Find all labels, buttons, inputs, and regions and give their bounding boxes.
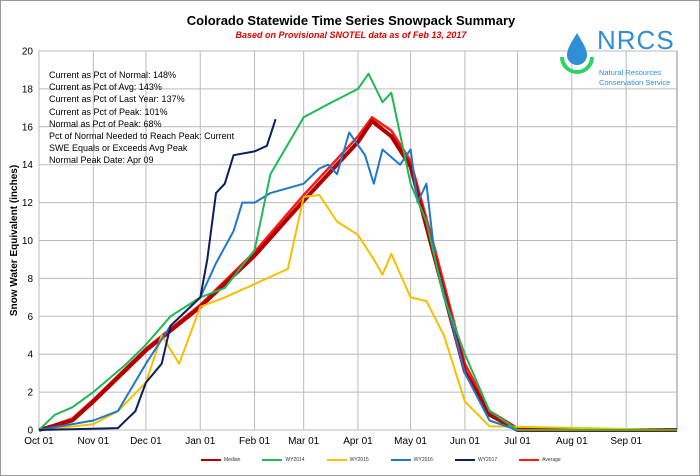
y-tick-label: 12	[22, 198, 34, 209]
legend-item: Median	[201, 457, 240, 463]
x-tick-label: Sep 01	[610, 436, 642, 447]
y-tick-label: 10	[22, 236, 34, 247]
stat-line: Normal as Pct of Peak: 68%	[49, 118, 162, 129]
x-tick-label: Jun 01	[450, 436, 480, 447]
y-tick-label: 0	[27, 426, 33, 437]
chart-title: Colorado Statewide Time Series Snowpack …	[186, 13, 516, 28]
stat-line: Normal Peak Date: Apr 09	[49, 155, 154, 166]
legend-item: WY2017	[454, 457, 498, 463]
legend-label: WY2017	[477, 457, 498, 463]
logo-line-2: Conservation Service	[599, 78, 671, 87]
stat-line: SWE Equals or Exceeds Avg Peak	[49, 143, 188, 154]
y-tick-label: 18	[22, 84, 34, 95]
x-tick-label: Apr 01	[343, 436, 373, 447]
legend-label: WY2015	[349, 457, 369, 463]
series-line-wy2017	[38, 118, 277, 431]
y-tick-label: 2	[27, 388, 33, 399]
logo-line-1: Natural Resources	[599, 68, 662, 77]
legend-label: Average	[542, 457, 561, 463]
legend-label: Median	[224, 457, 241, 463]
chart-subtitle: Based on Provisional SNOTEL data as of F…	[235, 30, 467, 40]
y-axis-label: Snow Water Equivalent (inches)	[9, 165, 20, 316]
stats-box: Current as Pct of Normal: 148% Current a…	[49, 69, 234, 167]
legend-label: WY2016	[413, 457, 433, 463]
legend-item: WY2015	[326, 457, 369, 463]
x-tick-label: Dec 01	[130, 436, 162, 447]
stat-line: Current as Pct of Peak: 101%	[49, 106, 168, 117]
legend-swatch	[262, 459, 283, 461]
stat-line: Pct of Normal Needed to Reach Peak: Curr…	[49, 131, 235, 142]
legend-item: WY2016	[390, 457, 433, 463]
x-tick-label: Nov 01	[77, 436, 109, 447]
y-tick-label: 8	[27, 274, 33, 285]
legend: Median WY2014 WY2015 WY2016 WY2017 Avera…	[201, 457, 561, 463]
series-line-median	[38, 119, 677, 432]
x-tick-label: Oct 01	[24, 436, 54, 447]
y-tick-label: 16	[22, 122, 34, 133]
stat-line: Current as Pct of Avg: 143%	[49, 82, 162, 93]
series-line-wy2014	[38, 72, 677, 431]
x-tick-label: Jul 01	[504, 436, 531, 447]
x-tick-label: Jan 01	[185, 436, 215, 447]
y-tick-label: 6	[27, 312, 33, 323]
legend-label: WY2014	[285, 457, 305, 463]
legend-swatch	[201, 459, 221, 461]
nrcs-logo-subtitle: Natural Resources Conservation Service	[599, 68, 670, 88]
legend-item: Average	[519, 457, 561, 463]
legend-item: WY2014	[262, 457, 305, 463]
legend-swatch	[390, 459, 411, 461]
x-tick-label: Aug 01	[556, 436, 588, 447]
nrcs-logo-drop-icon	[560, 33, 594, 74]
legend-swatch	[519, 459, 540, 461]
stat-line: Current as Pct of Normal: 148%	[49, 70, 177, 80]
x-tick-label: May 01	[394, 436, 427, 447]
x-tick-label: Mar 01	[288, 436, 320, 447]
series-line-wy2015	[38, 194, 678, 431]
x-tick-label: Feb 01	[239, 436, 271, 447]
stat-line: Current as Pct of Last Year: 137%	[49, 94, 185, 105]
legend-swatch	[454, 459, 475, 461]
legend-swatch	[326, 459, 347, 461]
y-tick-label: 14	[22, 160, 34, 171]
y-tick-label: 20	[22, 47, 34, 58]
nrcs-logo-text: NRCS	[597, 25, 675, 55]
y-tick-label: 4	[27, 350, 33, 361]
